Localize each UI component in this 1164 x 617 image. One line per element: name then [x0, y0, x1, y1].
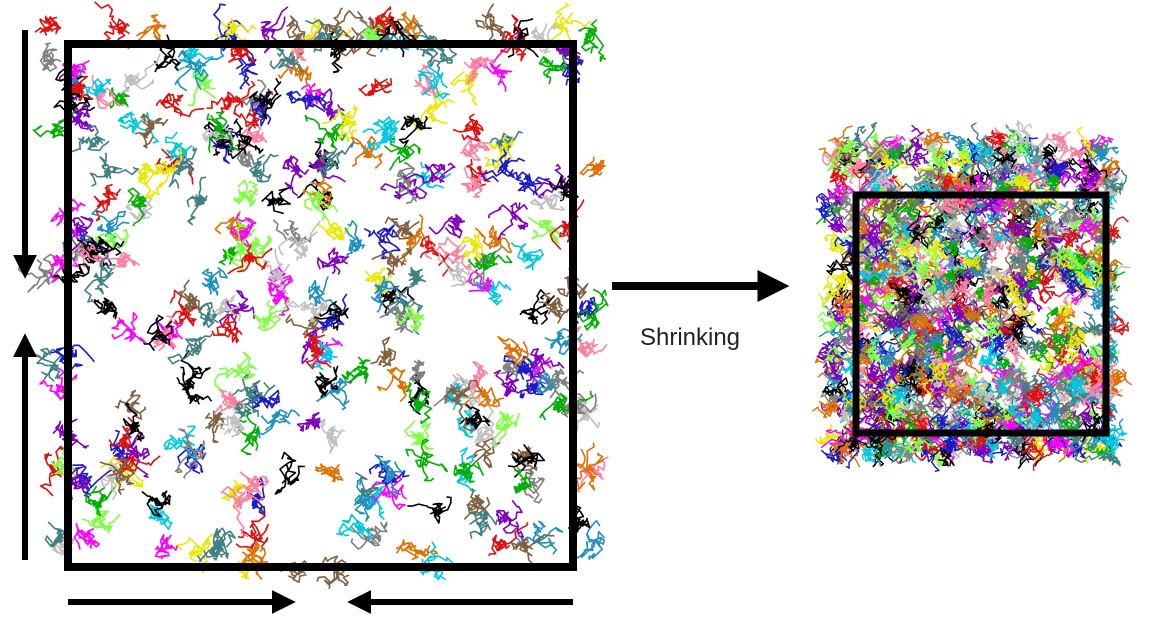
molecule	[94, 298, 117, 319]
molecule	[279, 221, 320, 261]
molecule	[168, 334, 212, 364]
molecule	[298, 413, 321, 431]
molecule	[320, 89, 344, 120]
molecule	[352, 137, 382, 168]
molecule	[235, 144, 252, 167]
molecule	[157, 94, 204, 117]
molecule	[262, 188, 291, 214]
molecule	[342, 357, 370, 384]
molecule	[221, 486, 262, 537]
page: Shrinking (() => { const data = JSON.par…	[0, 0, 1164, 617]
molecule	[532, 23, 560, 53]
molecule	[41, 43, 62, 71]
molecule	[378, 368, 410, 402]
molecule	[82, 507, 121, 533]
molecule	[514, 469, 531, 494]
molecule	[205, 411, 225, 442]
molecule	[321, 419, 345, 453]
molecule	[258, 410, 299, 438]
shrink-label: Shrinking	[640, 324, 740, 351]
molecule	[203, 268, 228, 296]
molecule	[35, 16, 61, 35]
molecule	[401, 268, 425, 298]
molecule	[112, 313, 145, 343]
molecule	[135, 114, 168, 147]
molecule	[548, 3, 591, 44]
molecule	[305, 111, 346, 148]
molecule	[464, 57, 493, 83]
molecule	[95, 2, 130, 44]
molecules-large-box	[19, 2, 609, 589]
molecule	[550, 200, 584, 250]
molecule	[273, 220, 311, 248]
molecule	[407, 497, 451, 523]
molecule	[410, 360, 425, 381]
molecule	[364, 225, 400, 259]
molecule	[187, 177, 207, 224]
molecule	[250, 154, 279, 182]
molecule	[477, 281, 512, 304]
molecule	[476, 4, 505, 43]
molecule	[359, 78, 391, 95]
molecule	[116, 391, 146, 420]
molecule	[156, 535, 178, 559]
molecule	[462, 168, 487, 197]
molecule	[429, 215, 464, 238]
molecule	[234, 181, 257, 207]
molecule	[275, 453, 305, 495]
molecule	[511, 243, 543, 271]
molecule	[540, 54, 567, 84]
molecule	[580, 157, 605, 177]
molecule	[122, 54, 161, 94]
molecule	[139, 163, 155, 198]
molecule	[317, 556, 352, 588]
diagram: Shrinking	[0, 0, 1164, 617]
molecule	[497, 500, 524, 537]
molecule	[418, 542, 453, 580]
molecule	[91, 153, 139, 187]
molecule	[36, 349, 61, 382]
molecule	[345, 221, 364, 258]
molecule	[236, 510, 268, 549]
molecule	[318, 248, 348, 274]
molecule	[469, 252, 512, 270]
molecule	[520, 290, 555, 325]
molecule	[531, 191, 565, 210]
molecule	[493, 412, 519, 446]
molecule	[371, 337, 396, 366]
molecule	[215, 352, 256, 390]
molecule	[470, 511, 497, 539]
molecules-small-box	[812, 121, 1131, 472]
molecule	[315, 464, 343, 481]
molecule	[400, 115, 432, 147]
molecule	[318, 219, 349, 240]
molecule	[405, 421, 433, 450]
molecule	[142, 491, 171, 516]
